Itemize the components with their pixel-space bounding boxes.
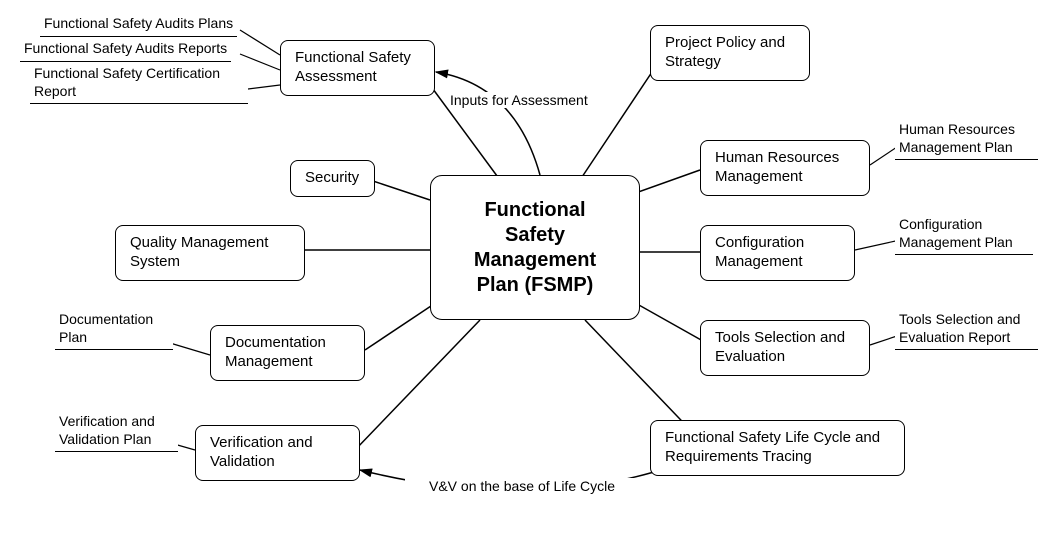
node-label: Quality Management System (130, 234, 290, 272)
node-human-resources-management: Human Resources Management (700, 140, 870, 196)
edge-label-text: V&V on the base of Life Cycle (429, 478, 615, 494)
node-lifecycle-requirements-tracing: Functional Safety Life Cycle and Require… (650, 420, 905, 476)
node-security: Security (290, 160, 375, 197)
node-label: Functional Safety Life Cycle and Require… (665, 429, 890, 467)
node-label: Security (305, 169, 359, 188)
node-label: Functional Safety Assessment (295, 49, 420, 87)
center-node: Functional Safety Management Plan (FSMP) (430, 175, 640, 320)
edge-label-inputs-assessment: Inputs for Assessment (448, 92, 590, 108)
output-documentation-plan: Documentation Plan (55, 310, 173, 350)
node-configuration-management: Configuration Management (700, 225, 855, 281)
output-hr-plan: Human Resources Management Plan (895, 120, 1038, 160)
diagram-stage: Functional Safety Management Plan (FSMP)… (0, 0, 1050, 533)
node-functional-safety-assessment: Functional Safety Assessment (280, 40, 435, 96)
node-tools-selection-evaluation: Tools Selection and Evaluation (700, 320, 870, 376)
output-label: Verification and Validation Plan (59, 413, 155, 447)
node-label: Human Resources Management (715, 149, 855, 187)
edge-label-vv-lifecycle: V&V on the base of Life Cycle (405, 478, 639, 494)
output-tools-report: Tools Selection and Evaluation Report (895, 310, 1038, 350)
output-config-plan: Configuration Management Plan (895, 215, 1033, 255)
node-project-policy-strategy: Project Policy and Strategy (650, 25, 810, 81)
output-audits-plans: Functional Safety Audits Plans (40, 14, 237, 37)
output-label: Configuration Management Plan (899, 216, 1013, 250)
edge-label-text: Inputs for Assessment (450, 92, 588, 108)
node-label: Tools Selection and Evaluation (715, 329, 855, 367)
output-label: Documentation Plan (59, 311, 153, 345)
output-label: Functional Safety Audits Reports (24, 40, 227, 56)
node-label: Verification and Validation (210, 434, 345, 472)
node-verification-validation: Verification and Validation (195, 425, 360, 481)
output-label: Functional Safety Audits Plans (44, 15, 233, 31)
node-quality-management-system: Quality Management System (115, 225, 305, 281)
node-label: Documentation Management (225, 334, 350, 372)
output-label: Tools Selection and Evaluation Report (899, 311, 1020, 345)
center-title: Functional Safety Management Plan (FSMP) (474, 198, 596, 298)
node-label: Configuration Management (715, 234, 840, 272)
output-label: Human Resources Management Plan (899, 121, 1015, 155)
node-label: Project Policy and Strategy (665, 34, 795, 72)
output-label: Functional Safety Certification Report (34, 65, 220, 99)
node-documentation-management: Documentation Management (210, 325, 365, 381)
output-audits-reports: Functional Safety Audits Reports (20, 39, 231, 62)
output-certification-report: Functional Safety Certification Report (30, 64, 248, 104)
output-vv-plan: Verification and Validation Plan (55, 412, 178, 452)
